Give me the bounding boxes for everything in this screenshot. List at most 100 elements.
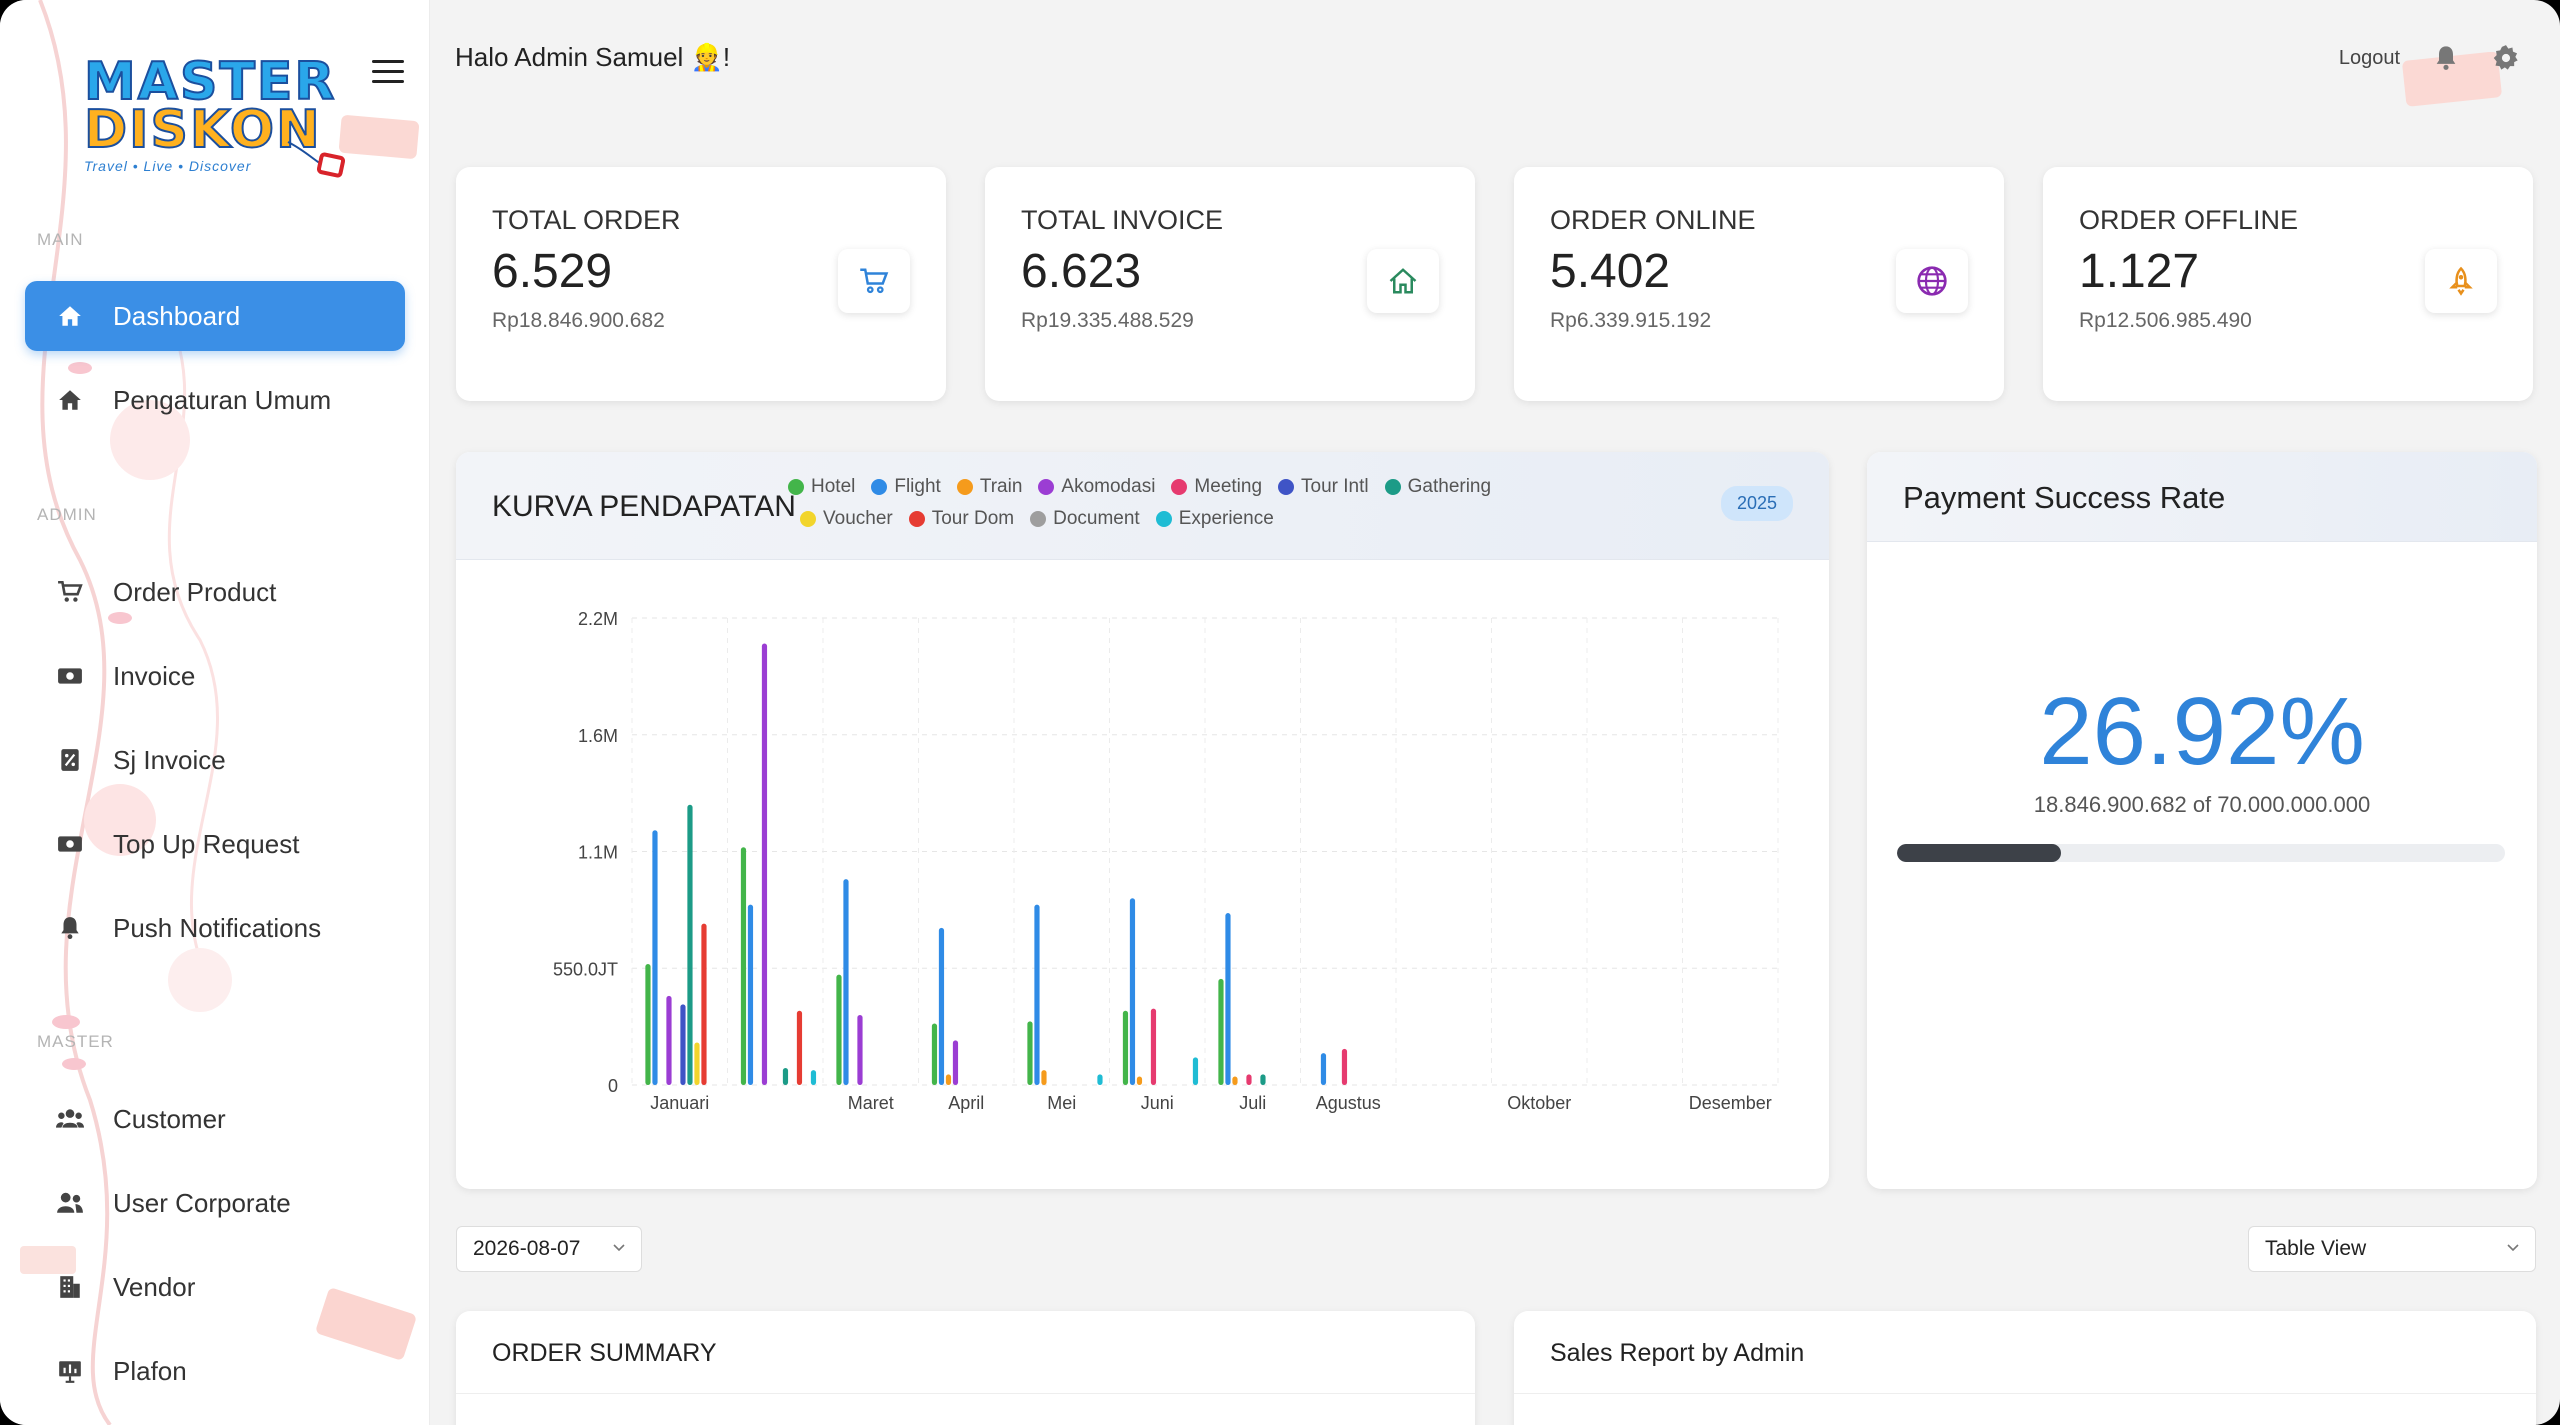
- chart-bar: [931, 1023, 938, 1085]
- legend-label: Document: [1053, 508, 1140, 529]
- sidebar-item-order-product[interactable]: Order Product: [25, 557, 405, 627]
- legend-item[interactable]: Flight: [871, 476, 941, 498]
- chart-bar: [1150, 1008, 1157, 1085]
- payment-rate-value: 26.92%: [2039, 678, 2365, 785]
- chart-bar: [701, 923, 707, 1085]
- rocket-icon: [2449, 266, 2473, 296]
- logo-word-top: MASTER: [83, 52, 337, 112]
- tag-icon: [287, 141, 346, 178]
- payment-success-card: Payment Success Rate 26.92% 18.846.900.6…: [1867, 452, 2537, 1189]
- x-tick-label: Desember: [1689, 1093, 1772, 1113]
- sidebar-item-vendor[interactable]: Vendor: [25, 1252, 405, 1322]
- chart-bar: [666, 995, 672, 1085]
- chevron-down-icon: [2507, 1244, 2519, 1252]
- legend-item[interactable]: Tour Dom: [908, 508, 1015, 530]
- sidebar-item-sj-invoice[interactable]: Sj Invoice: [25, 725, 405, 795]
- stat-card-total-order: TOTAL ORDER 6.529 Rp18.846.900.682: [456, 167, 946, 401]
- date-picker[interactable]: 2026-08-07: [456, 1226, 642, 1272]
- sidebar-item-dashboard[interactable]: Dashboard: [25, 281, 405, 351]
- money-icon: [55, 661, 85, 691]
- legend-swatch: [800, 511, 816, 527]
- section-label-admin: ADMIN: [37, 505, 97, 524]
- sidebar-item-label: Push Notifications: [113, 912, 322, 943]
- chart-legend: Hotel Flight Train Akomodasi Meeting Tour Int…: [788, 476, 1588, 540]
- chart-bar: [1218, 978, 1224, 1085]
- sidebar: MASTER DISKON Travel • Live • Discover M…: [0, 0, 430, 1425]
- x-tick-label: April: [948, 1093, 984, 1113]
- x-tick-label: Agustus: [1316, 1093, 1381, 1113]
- chart-bar: [952, 1040, 959, 1085]
- legend-swatch: [1278, 479, 1295, 495]
- menu-toggle-button[interactable]: [372, 60, 404, 84]
- y-tick-label: 2.2M: [578, 609, 618, 629]
- sidebar-item-push-notifications[interactable]: Push Notifications: [25, 893, 405, 963]
- y-tick-label: 550.0JT: [553, 959, 618, 979]
- users-icon: [55, 1104, 85, 1134]
- sidebar-item-plafon[interactable]: Plafon: [25, 1336, 405, 1406]
- bell-icon[interactable]: [2432, 44, 2460, 72]
- stat-amount: Rp6.339.915.192: [1550, 309, 1712, 332]
- sidebar-item-pengaturan-umum[interactable]: Pengaturan Umum: [25, 365, 405, 435]
- legend-item[interactable]: Gathering: [1384, 476, 1492, 498]
- stat-icon-box: [838, 249, 910, 313]
- legend-item[interactable]: Experience: [1155, 508, 1274, 530]
- sidebar-item-top-up-request[interactable]: Top Up Request: [25, 809, 405, 879]
- sales-report-title: Sales Report by Admin: [1514, 1311, 2536, 1394]
- house-icon: [1389, 268, 1417, 294]
- sidebar-item-label: Plafon: [113, 1355, 187, 1386]
- stat-icon-box: [1367, 249, 1439, 313]
- chart-title: KURVA PENDAPATAN: [492, 490, 796, 523]
- stat-value: 6.529: [492, 245, 613, 298]
- stat-label: ORDER ONLINE: [1550, 205, 1756, 235]
- sidebar-item-invoice[interactable]: Invoice: [25, 641, 405, 711]
- sidebar-item-user-corporate[interactable]: User Corporate: [25, 1168, 405, 1238]
- legend-item[interactable]: Hotel: [788, 476, 855, 498]
- chart-bar: [761, 643, 768, 1085]
- chart-bar: [680, 1004, 686, 1085]
- chart-bar: [836, 974, 842, 1085]
- order-summary-panel: ORDER SUMMARY: [456, 1311, 1475, 1425]
- legend-item[interactable]: Voucher: [800, 508, 893, 530]
- legend-label: Akomodasi: [1061, 476, 1156, 497]
- legend-item[interactable]: Train: [956, 476, 1023, 498]
- gear-icon[interactable]: [2492, 44, 2520, 72]
- legend-item[interactable]: Document: [1030, 508, 1140, 530]
- payment-rate-detail: 18.846.900.682 of 70.000.000.000: [2033, 792, 2371, 817]
- legend-label: Train: [979, 476, 1023, 497]
- legend-label: Gathering: [1407, 476, 1492, 497]
- sidebar-item-label: Pengaturan Umum: [113, 384, 332, 415]
- legend-label: Meeting: [1194, 476, 1263, 497]
- logout-link[interactable]: Logout: [2338, 46, 2400, 69]
- sidebar-item-label: Order Product: [113, 576, 277, 607]
- view-mode-select[interactable]: Table View: [2248, 1226, 2536, 1272]
- date-value: 2026-08-07: [473, 1237, 581, 1260]
- legend-label: Tour Dom: [931, 508, 1015, 529]
- sidebar-item-customer[interactable]: Customer: [25, 1084, 405, 1154]
- legend-label: Voucher: [823, 508, 893, 529]
- order-summary-title: ORDER SUMMARY: [456, 1311, 1475, 1394]
- legend-swatch: [1155, 511, 1172, 527]
- sales-report-panel: Sales Report by Admin: [1514, 1311, 2536, 1425]
- sidebar-item-label: Vendor: [113, 1271, 196, 1302]
- greeting-text: Halo Admin Samuel 👷!: [455, 42, 731, 72]
- legend-item[interactable]: Akomodasi: [1038, 476, 1155, 498]
- legend-swatch: [1038, 479, 1055, 495]
- chart-bar: [1027, 1021, 1033, 1085]
- x-tick-label: Juli: [1239, 1093, 1266, 1113]
- header-decoration: [2402, 52, 2502, 107]
- stat-label: TOTAL ORDER: [492, 205, 681, 235]
- legend-item[interactable]: Tour Intl: [1278, 476, 1369, 498]
- stat-value: 6.623: [1021, 245, 1142, 298]
- chart-bar: [1225, 913, 1231, 1085]
- sidebar-item-label: Sj Invoice: [113, 744, 226, 775]
- building-icon: [55, 1272, 85, 1302]
- legend-item[interactable]: Meeting: [1171, 476, 1262, 498]
- revenue-bar-chart: 0 550.0JT 1.1M 1.6M 2.2M Januari Maret April Mei…: [553, 609, 1779, 1113]
- stat-card-order-offline: ORDER OFFLINE 1.127 Rp12.506.985.490: [2043, 167, 2533, 401]
- payment-progress-fill: [1897, 844, 2061, 862]
- legend-row: Voucher Tour Dom Document Experience: [788, 508, 1588, 530]
- stat-card-total-invoice: TOTAL INVOICE 6.623 Rp19.335.488.529: [985, 167, 1475, 401]
- chart-bar: [1232, 1076, 1238, 1085]
- year-badge[interactable]: 2025: [1720, 486, 1793, 521]
